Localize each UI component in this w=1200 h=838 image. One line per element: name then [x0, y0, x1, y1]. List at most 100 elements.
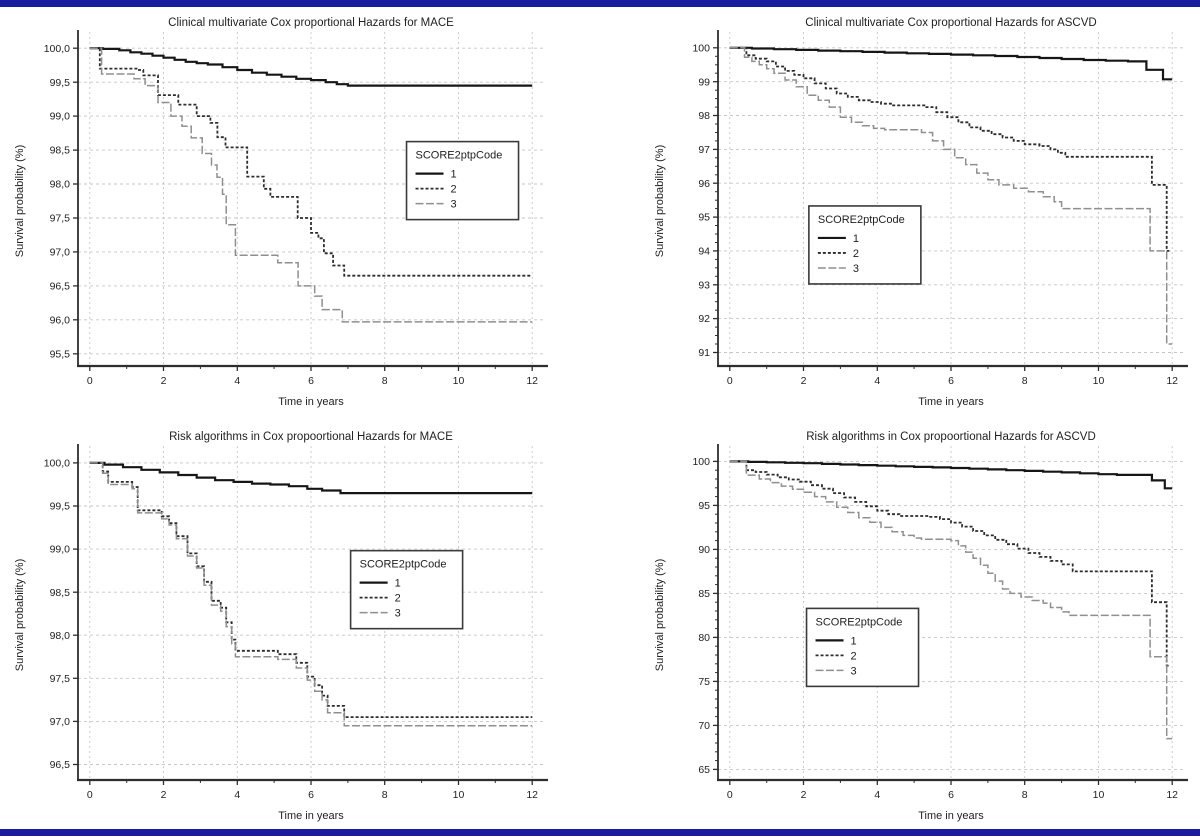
y-axis-label: Survival probability (%)	[14, 559, 26, 671]
legend-item-label: 2	[395, 593, 401, 605]
tick-label: 97,5	[50, 213, 71, 225]
series-line-3	[89, 462, 533, 727]
x-tick-labels: 0 2 4 6 8 10 12	[87, 375, 538, 387]
series-line-1	[729, 46, 1173, 81]
tick-label: 0	[727, 375, 733, 387]
y-tick-labels: 95,5 96,0 96,5 97,0 97,5 98,0 98,5 99,0 99,5 100,…	[44, 43, 70, 361]
axes	[77, 444, 548, 782]
x-axis-label: Time in years	[278, 810, 344, 822]
tick-label: 80	[698, 632, 710, 644]
y-axis-label: Survival probability (%)	[14, 145, 26, 257]
tick-label: 0	[87, 789, 93, 801]
tick-label: 0	[727, 789, 733, 801]
legend-item-label: 3	[853, 263, 859, 275]
tick-label: 93	[698, 279, 710, 291]
tick-label: 4	[874, 789, 880, 801]
x-axis-label: Time in years	[918, 810, 984, 822]
tick-label: 12	[526, 789, 538, 801]
legend-item-label: 1	[451, 169, 457, 181]
tick-label: 10	[1093, 789, 1105, 801]
tick-label: 2	[801, 375, 807, 387]
tick-label: 96,5	[50, 759, 71, 771]
x-tick-labels: 0 2 4 6 8 10 12	[727, 375, 1178, 387]
series-line-1	[89, 47, 533, 87]
tick-label: 91	[698, 347, 710, 359]
legend-item-label: 2	[451, 184, 457, 196]
tick-label: 100,0	[44, 458, 70, 470]
tick-label: 10	[453, 789, 465, 801]
panel-title: Clinical multivariate Cox proportional H…	[805, 17, 1096, 29]
tick-label: 98,5	[50, 145, 71, 157]
tick-marks	[713, 460, 1173, 785]
tick-label: 12	[526, 375, 538, 387]
series-line-3	[729, 47, 1173, 345]
tick-marks	[73, 462, 533, 785]
tick-label: 10	[1093, 375, 1105, 387]
series-line-3	[89, 47, 533, 323]
legend: SCORE2ptpCode 1 2 3	[808, 205, 922, 285]
legend-item-label: 3	[395, 608, 401, 620]
x-tick-labels: 0 2 4 6 8 10 12	[727, 789, 1178, 801]
legend-item-label: 3	[451, 199, 457, 211]
legend: SCORE2ptpCode 1 2 3	[405, 140, 520, 221]
legend-item-label: 1	[851, 635, 857, 647]
y-tick-labels: 65 70 75 80 85 90 95 100	[692, 456, 710, 776]
legend-item-label: 3	[851, 665, 857, 677]
tick-label: 99,0	[50, 544, 71, 556]
series-line-1	[89, 461, 533, 495]
legend: SCORE2ptpCode 1 2 3	[805, 607, 920, 688]
legend-title: SCORE2ptpCode	[816, 616, 903, 628]
legend-item-label: 2	[851, 650, 857, 662]
tick-marks	[713, 47, 1173, 371]
tick-label: 10	[453, 375, 465, 387]
tick-label: 85	[698, 588, 710, 600]
series-line-1	[729, 460, 1173, 490]
tick-label: 75	[698, 676, 710, 688]
panel-clinical-mace-chart: 95,5 96,0 96,5 97,0 97,5 98,0 98,5 99,0 99,5 100,…	[14, 17, 548, 408]
gridlines	[78, 446, 544, 780]
tick-label: 2	[161, 375, 167, 387]
tick-label: 97,5	[50, 673, 71, 685]
legend-box	[808, 205, 922, 285]
legend-box	[349, 549, 464, 630]
tick-label: 6	[308, 375, 314, 387]
tick-label: 4	[234, 789, 240, 801]
tick-label: 65	[698, 764, 710, 776]
tick-label: 99,0	[50, 111, 71, 123]
legend-item-label: 2	[853, 248, 859, 260]
panel-title: Risk algorithms in Cox propoortional Haz…	[169, 431, 453, 443]
legend-item-label: 1	[395, 578, 401, 590]
legend: SCORE2ptpCode 1 2 3	[349, 549, 464, 630]
tick-label: 98,5	[50, 587, 71, 599]
tick-label: 99	[698, 76, 710, 88]
legend-box	[805, 607, 920, 688]
tick-marks	[73, 47, 533, 371]
y-tick-labels: 91 92 93 94 95 96 97 98 99 100	[692, 42, 710, 359]
tick-label: 12	[1166, 375, 1178, 387]
legend-title: SCORE2ptpCode	[360, 559, 447, 571]
panel-title: Clinical multivariate Cox proportional H…	[168, 17, 454, 29]
tick-label: 4	[234, 375, 240, 387]
tick-label: 12	[1166, 789, 1178, 801]
tick-label: 97,0	[50, 716, 71, 728]
tick-label: 96,5	[50, 280, 71, 292]
tick-label: 2	[801, 789, 807, 801]
tick-label: 8	[382, 789, 388, 801]
tick-label: 6	[948, 789, 954, 801]
legend-title: SCORE2ptpCode	[818, 214, 905, 226]
tick-label: 8	[1022, 789, 1028, 801]
tick-label: 4	[874, 375, 880, 387]
tick-label: 100,0	[44, 43, 70, 55]
y-axis-label: Survival probability (%)	[654, 559, 666, 671]
tick-label: 8	[1022, 375, 1028, 387]
axes	[77, 30, 548, 368]
gridlines	[718, 446, 1184, 780]
tick-label: 96	[698, 178, 710, 190]
tick-label: 97,0	[50, 247, 71, 259]
tick-label: 94	[698, 246, 710, 258]
tick-label: 98	[698, 110, 710, 122]
tick-label: 70	[698, 720, 710, 732]
